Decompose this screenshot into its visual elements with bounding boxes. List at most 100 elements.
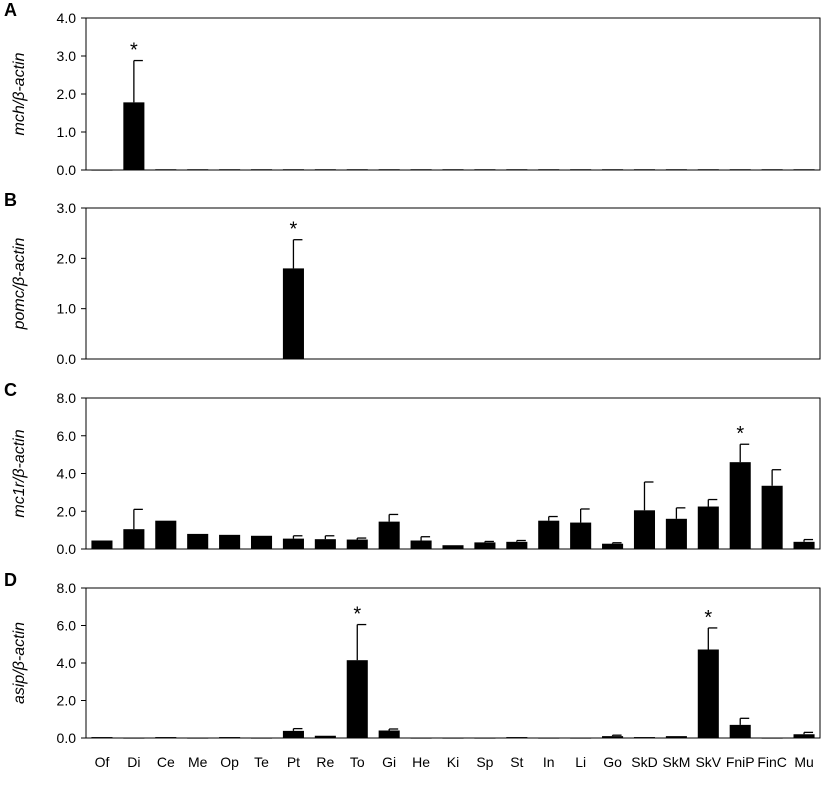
bar-skd: [633, 737, 656, 739]
panel-label: C: [4, 380, 17, 400]
panel-label: D: [4, 570, 17, 590]
bar-di: [123, 737, 145, 739]
panel-label: A: [4, 0, 17, 20]
x-tick-label: Ce: [157, 754, 175, 770]
x-tick-label: Gi: [382, 754, 396, 770]
bar-gi: [378, 730, 400, 738]
x-tick-label: FinC: [757, 754, 787, 770]
y-tick-label: 1.0: [57, 124, 77, 140]
y-tick-label: 3.0: [57, 48, 77, 64]
bar-op: [219, 169, 241, 171]
bar-mu: [793, 169, 815, 171]
x-tick-label: Pt: [287, 754, 300, 770]
bar-st: [506, 737, 528, 739]
bar-skd: [633, 169, 656, 171]
bar-pt: [282, 169, 304, 171]
y-axis-label: asip/β-actin: [11, 622, 28, 704]
bar-ki: [442, 169, 464, 171]
y-tick-label: 1.0: [57, 301, 77, 317]
y-axis-label: mc1r/β-actin: [11, 429, 28, 517]
y-tick-label: 2.0: [57, 250, 77, 266]
bar-finc: [761, 485, 783, 549]
x-tick-label: FniP: [726, 754, 755, 770]
bar-op: [219, 737, 241, 739]
bar-li: [570, 522, 592, 549]
bar-skm: [665, 169, 687, 171]
bar-li: [570, 169, 592, 171]
bar-ce: [155, 169, 177, 171]
bar-ki: [442, 737, 464, 739]
y-tick-label: 6.0: [57, 428, 77, 444]
bar-sp: [474, 542, 496, 549]
x-tick-label: To: [350, 754, 365, 770]
y-tick-label: 4.0: [57, 655, 77, 671]
x-tick-label: Of: [95, 754, 110, 770]
bar-sp: [474, 169, 496, 171]
bar-mu: [793, 541, 815, 549]
bar-st: [506, 541, 528, 549]
significance-star: *: [704, 607, 712, 629]
bar-te: [250, 737, 273, 739]
bar-gi: [378, 169, 400, 171]
bar-li: [570, 737, 592, 739]
x-tick-label: Go: [603, 754, 622, 770]
y-tick-label: 0.0: [57, 162, 77, 178]
significance-star: *: [736, 423, 744, 445]
bar-skm: [665, 736, 687, 738]
x-tick-label: Ki: [447, 754, 459, 770]
significance-star: *: [130, 40, 138, 62]
y-tick-label: 6.0: [57, 618, 77, 634]
bar-to: [346, 660, 368, 738]
plot-frame: [85, 207, 821, 360]
y-tick-label: 8.0: [57, 390, 77, 406]
bar-di: [123, 102, 145, 170]
bar-of: [91, 540, 113, 549]
y-tick-label: 8.0: [57, 580, 77, 596]
x-tick-label: Re: [316, 754, 334, 770]
y-tick-label: 4.0: [57, 466, 77, 482]
significance-star: *: [290, 219, 298, 241]
bar-me: [187, 169, 209, 171]
bar-sp: [474, 737, 496, 739]
bar-finc: [761, 169, 783, 171]
y-tick-label: 0.0: [57, 541, 77, 557]
bar-in: [538, 169, 560, 171]
bar-he: [410, 540, 432, 549]
bar-mu: [793, 734, 815, 738]
x-tick-label: Me: [188, 754, 208, 770]
bar-fnip: [729, 724, 751, 738]
x-tick-label: Op: [220, 754, 239, 770]
x-tick-label: Mu: [794, 754, 813, 770]
x-tick-label: Di: [127, 754, 140, 770]
significance-star: *: [353, 604, 361, 626]
plot-frame: [85, 17, 821, 171]
bar-he: [410, 737, 432, 739]
x-tick-label: Li: [575, 754, 586, 770]
y-axis-label: mch/β-actin: [11, 52, 28, 135]
bar-skm: [665, 518, 687, 549]
y-tick-label: 2.0: [57, 86, 77, 102]
bar-op: [219, 534, 241, 549]
bar-go: [602, 169, 624, 171]
bar-skv: [697, 169, 719, 171]
bar-gi: [378, 521, 400, 549]
bar-in: [538, 520, 560, 549]
x-tick-label: SkM: [662, 754, 690, 770]
bar-to: [346, 169, 368, 171]
bar-di: [123, 529, 145, 549]
bar-me: [187, 737, 209, 739]
y-tick-label: 0.0: [57, 351, 77, 367]
panel-label: B: [4, 190, 17, 210]
bar-te: [250, 169, 273, 171]
bar-to: [346, 539, 368, 549]
bar-pt: [282, 730, 304, 738]
bar-pt: [282, 538, 304, 549]
x-tick-label: St: [510, 754, 523, 770]
x-tick-label: In: [543, 754, 555, 770]
y-axis-label: pomc/β-actin: [11, 237, 28, 330]
